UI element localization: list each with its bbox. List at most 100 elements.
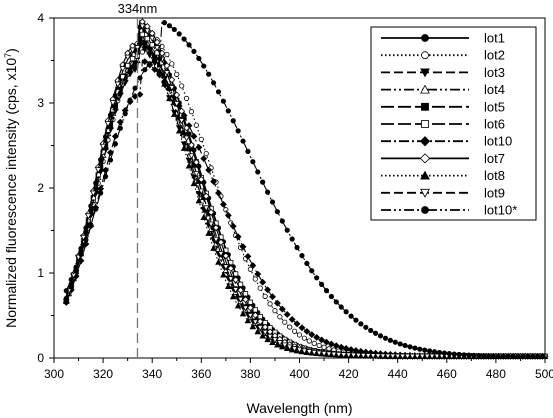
data-point: [427, 348, 433, 354]
data-point: [188, 153, 195, 160]
data-point: [291, 328, 298, 334]
data-point: [205, 166, 213, 174]
data-point: [93, 206, 99, 212]
data-point: [259, 332, 266, 339]
legend-marker: [419, 153, 431, 164]
data-point: [291, 346, 298, 353]
data-point: [338, 304, 344, 310]
data-point: [333, 299, 339, 305]
data-point: [215, 89, 222, 95]
legend-item: lot9: [381, 185, 505, 200]
data-point: [264, 189, 271, 195]
data-point: [256, 318, 264, 325]
data-point: [183, 135, 190, 142]
data-point: [340, 352, 348, 359]
data-point: [476, 353, 482, 359]
data-point: [203, 150, 209, 157]
data-point: [206, 71, 212, 77]
data-point: [422, 347, 428, 353]
data-point: [262, 293, 268, 299]
data-point: [428, 353, 436, 360]
x-tick-label: 420: [339, 367, 359, 381]
legend-marker: [420, 68, 430, 78]
data-point: [111, 132, 119, 140]
data-point: [337, 343, 345, 351]
data-point: [200, 213, 208, 221]
data-point: [264, 286, 272, 294]
data-point: [244, 317, 252, 324]
data-point: [284, 227, 290, 233]
data-point: [358, 321, 364, 327]
data-point: [379, 353, 387, 360]
data-point: [94, 167, 102, 174]
data-point: [163, 70, 171, 77]
data-point: [266, 333, 274, 340]
data-point: [109, 100, 117, 107]
data-point: [409, 353, 416, 360]
data-point: [404, 353, 411, 360]
data-point: [212, 236, 220, 243]
data-point: [129, 55, 136, 62]
data-point: [294, 244, 300, 251]
data-point: [288, 315, 296, 323]
data-point: [276, 340, 284, 347]
data-point: [210, 244, 217, 251]
data-point: [174, 71, 180, 77]
data-point: [246, 304, 254, 312]
data-point: [173, 91, 181, 99]
data-point: [286, 344, 293, 351]
data-point: [350, 352, 357, 359]
data-point: [282, 319, 288, 325]
data-point: [254, 328, 262, 335]
data-point: [368, 327, 374, 334]
data-point: [215, 258, 222, 265]
data-point: [242, 291, 249, 297]
data-point: [461, 352, 467, 358]
data-point: [382, 335, 389, 341]
data-point: [394, 353, 402, 360]
data-point: [151, 65, 159, 73]
data-point: [183, 95, 190, 101]
data-point: [257, 285, 263, 291]
data-point: [272, 308, 278, 314]
data-point: [205, 229, 212, 236]
legend-item: lot7: [381, 151, 505, 166]
legend-label: lot9: [484, 185, 505, 200]
y-axis-label-main: Normalized fluorescence intensity (cps, …: [3, 58, 19, 328]
data-point: [176, 31, 182, 37]
data-point: [132, 85, 138, 91]
data-point: [332, 342, 340, 350]
data-point: [414, 353, 421, 360]
data-point: [271, 337, 279, 344]
data-point: [102, 173, 109, 180]
data-point: [436, 349, 443, 356]
legend-marker: [419, 136, 431, 147]
data-point: [364, 353, 372, 360]
legend-marker: [421, 206, 429, 214]
data-point: [192, 158, 200, 166]
data-point: [188, 108, 195, 115]
data-point: [377, 333, 384, 339]
data-point: [269, 293, 276, 301]
data-point: [281, 342, 289, 349]
data-point: [143, 28, 151, 35]
data-point: [223, 207, 229, 213]
data-point: [153, 38, 161, 46]
data-point: [193, 122, 199, 128]
data-point: [200, 155, 208, 163]
data-point: [98, 190, 104, 196]
data-point: [99, 143, 107, 150]
data-point: [481, 353, 487, 359]
data-point: [296, 347, 303, 354]
data-point: [242, 296, 249, 303]
legend-marker: [421, 51, 429, 60]
data-point: [250, 159, 256, 165]
data-point: [161, 80, 168, 87]
data-point: [196, 55, 202, 62]
data-point: [299, 253, 305, 259]
data-point: [251, 319, 259, 326]
data-point: [112, 104, 119, 111]
data-point: [235, 128, 241, 134]
data-point: [114, 81, 122, 88]
data-point: [402, 342, 408, 349]
